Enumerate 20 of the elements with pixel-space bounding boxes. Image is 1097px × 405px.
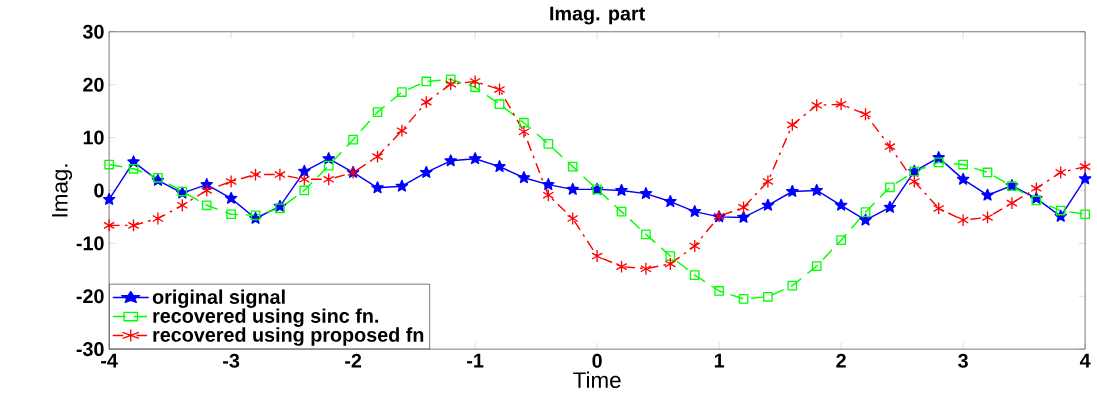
chart-title: Imag. part bbox=[550, 6, 646, 25]
y-tick-label: 30 bbox=[82, 24, 104, 39]
legend-label: recovered using sinc fn. bbox=[153, 308, 379, 328]
x-tick-label: -2 bbox=[345, 353, 362, 368]
x-tick-label: -3 bbox=[223, 353, 240, 368]
x-tick-label: 4 bbox=[1079, 353, 1091, 368]
y-axis-title: Imag. bbox=[52, 164, 73, 217]
x-tick-label: 3 bbox=[958, 353, 968, 368]
x-axis-title: Time bbox=[573, 371, 621, 389]
x-tick-label: 2 bbox=[836, 353, 846, 368]
x-tick-label: 1 bbox=[714, 353, 725, 368]
x-tick-label: -1 bbox=[467, 353, 484, 368]
y-tick-label: -10 bbox=[76, 236, 104, 251]
y-tick-label: 10 bbox=[83, 130, 104, 145]
legend-label: recovered using proposed fn bbox=[153, 327, 424, 346]
x-tick-label: 0 bbox=[592, 353, 602, 368]
y-tick-label: 0 bbox=[94, 183, 104, 198]
y-tick-label: -20 bbox=[76, 289, 104, 304]
y-tick-label: 20 bbox=[83, 77, 104, 92]
legend-label: original signal bbox=[152, 289, 285, 309]
